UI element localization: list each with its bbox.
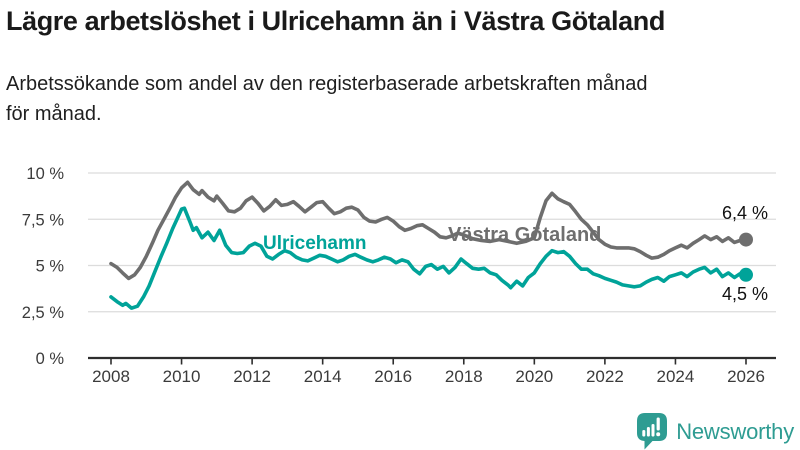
- chart-subtitle-line2: för månad.: [6, 103, 102, 125]
- y-axis-tick-label: 0 %: [36, 350, 65, 368]
- x-axis-tick-label: 2026: [727, 367, 765, 386]
- y-axis-tick-label: 7,5 %: [22, 211, 65, 229]
- y-axis-tick-label: 10 %: [26, 165, 64, 183]
- series-label-ulricehamn: Ulricehamn: [263, 233, 367, 254]
- series-end-dot-ulricehamn: [739, 267, 753, 282]
- y-axis-tick-label: 2,5 %: [22, 304, 65, 322]
- x-axis-tick-label: 2016: [374, 367, 412, 386]
- series-line-ulricehamn: [109, 206, 748, 310]
- end-value-label-ulricehamn: 4,5 %: [721, 284, 768, 304]
- x-axis-tick-label: 2010: [163, 367, 201, 386]
- end-value-label-vastra-gotaland: 6,4 %: [721, 203, 768, 223]
- x-axis-tick-label: 2012: [233, 367, 271, 386]
- series-end-dot-vastra-gotaland: [739, 232, 753, 247]
- chart-subtitle-line1: Arbetssökande som andel av den registerb…: [6, 73, 648, 95]
- x-axis-tick-label: 2020: [515, 367, 553, 386]
- x-axis-tick-label: 2024: [657, 367, 695, 386]
- y-axis-tick-label: 5 %: [36, 258, 65, 276]
- newsworthy-pin-icon: [637, 413, 668, 450]
- x-axis-tick-label: 2014: [304, 367, 342, 386]
- newsworthy-logo-text: Newsworthy: [676, 418, 794, 444]
- x-axis-tick-label: 2022: [586, 367, 624, 386]
- series-line-vastra-gotaland: [109, 180, 748, 281]
- x-axis-tick-label: 2018: [445, 367, 483, 386]
- series-label-vastra-gotaland: Västra Götaland: [448, 224, 602, 246]
- chart-subtitle: Arbetssökande som andel av den registerb…: [6, 69, 766, 129]
- newsworthy-logo[interactable]: Newsworthy: [637, 413, 794, 450]
- x-axis-tick-label: 2008: [92, 367, 130, 386]
- page-title: Lägre arbetslöshet i Ulricehamn än i Väs…: [6, 6, 665, 36]
